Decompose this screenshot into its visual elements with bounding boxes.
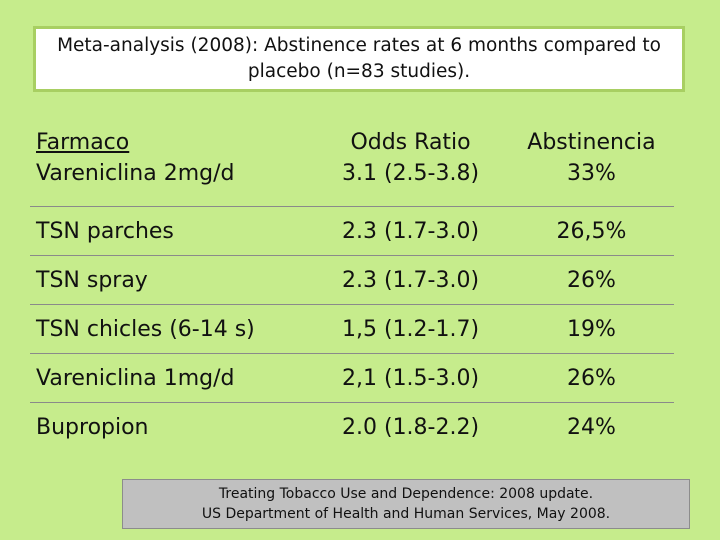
results-table: Farmaco Vareniclina 2mg/d Odds Ratio 3.1…	[30, 110, 674, 451]
header-odds-value: 3.1 (2.5-3.8)	[342, 161, 480, 186]
header-drug-label: Farmaco	[36, 129, 130, 155]
abstinence-cell: 26,5%	[508, 206, 674, 256]
odds-cell: 2.3 (1.7-3.0)	[312, 255, 509, 305]
abstinence-cell: 24%	[567, 414, 616, 440]
source-line-1: Treating Tobacco Use and Dependence: 200…	[218, 486, 594, 502]
source-citation: Treating Tobacco Use and Dependence: 200…	[122, 479, 690, 529]
slide-title-text: Meta-analysis (2008): Abstinence rates a…	[57, 35, 661, 82]
odds-cell: 2.0 (1.8-2.2)	[342, 414, 480, 440]
header-drug-cell: Farmaco Vareniclina 2mg/d	[30, 110, 313, 207]
table-row: Bupropion 2.0 (1.8-2.2) 24%	[30, 403, 674, 452]
abstinence-cell: 26%	[508, 353, 674, 403]
abstinence-cell: 19%	[508, 304, 674, 354]
abstinence-cell: 26%	[508, 255, 674, 305]
odds-cell: 2,1 (1.5-3.0)	[312, 353, 509, 403]
odds-cell: 2.3 (1.7-3.0)	[312, 206, 509, 256]
drug-cell: TSN chicles (6-14 s)	[30, 304, 313, 354]
table-header-row: Farmaco Vareniclina 2mg/d Odds Ratio 3.1…	[30, 110, 674, 207]
odds-cell: 1,5 (1.2-1.7)	[312, 304, 509, 354]
header-odds-cell: Odds Ratio 3.1 (2.5-3.8)	[312, 110, 509, 207]
drug-cell: Bupropion	[36, 414, 149, 440]
source-line-2: US Department of Health and Human Servic…	[201, 506, 611, 523]
table-row: Vareniclina 1mg/d 2,1 (1.5-3.0) 26%	[30, 353, 674, 403]
header-abstinence-label: Abstinencia	[527, 129, 656, 155]
header-odds-label: Odds Ratio	[350, 129, 471, 155]
header-drug-value: Vareniclina 2mg/d	[36, 161, 235, 186]
drug-cell: Vareniclina 1mg/d	[30, 353, 313, 403]
table-row: TSN chicles (6-14 s) 1,5 (1.2-1.7) 19%	[30, 304, 674, 354]
table-row: TSN spray 2.3 (1.7-3.0) 26%	[30, 255, 674, 305]
drug-cell: TSN parches	[30, 206, 313, 256]
header-abstinence-cell: Abstinencia 33%	[508, 110, 674, 207]
slide-title: Meta-analysis (2008): Abstinence rates a…	[33, 26, 685, 92]
header-abstinence-value: 33%	[567, 161, 616, 186]
drug-cell: TSN spray	[30, 255, 313, 305]
table-row: TSN parches 2.3 (1.7-3.0) 26,5%	[30, 206, 674, 256]
